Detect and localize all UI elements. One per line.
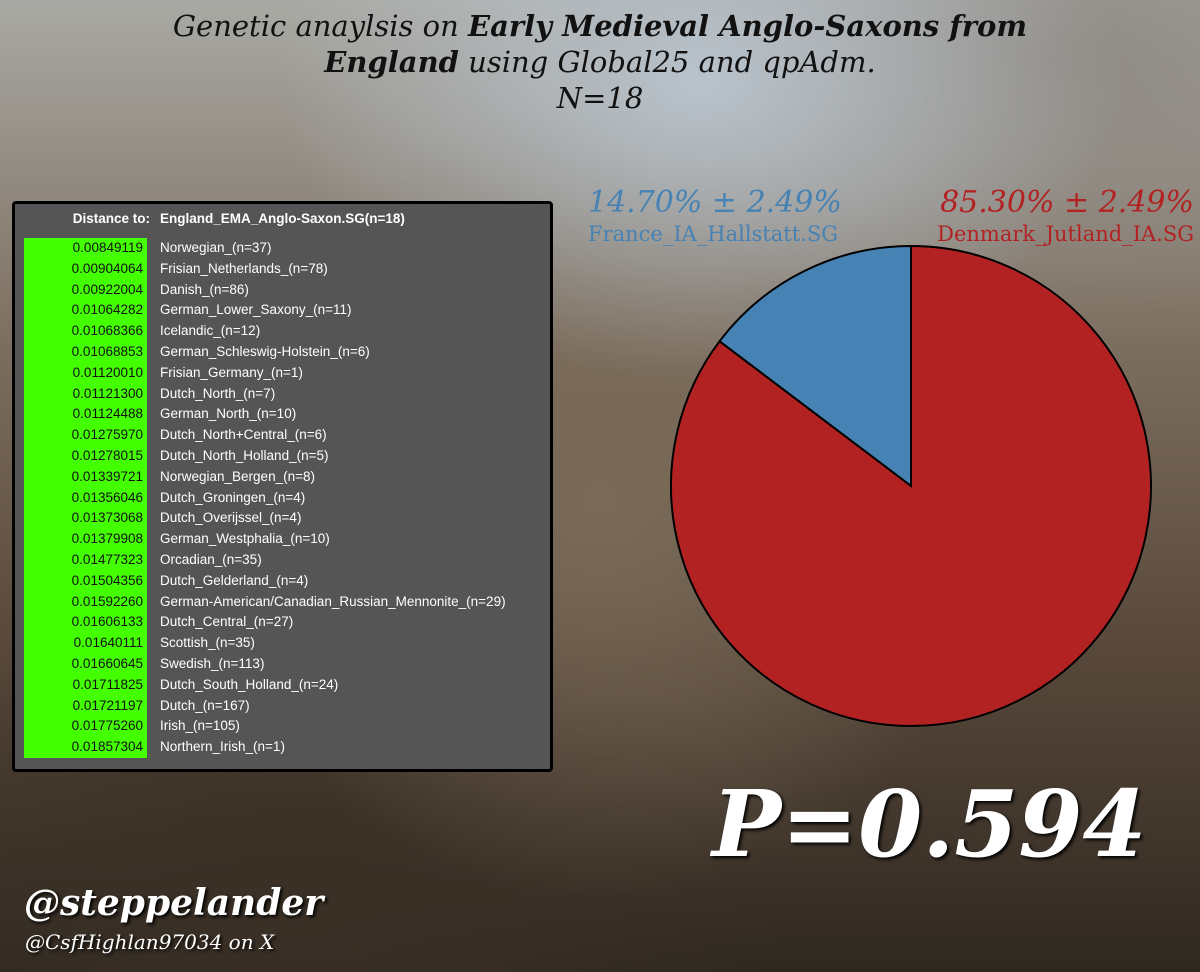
distance-value: 0.01068853 xyxy=(24,341,147,363)
title-line: N=18 xyxy=(100,80,1100,116)
distance-value: 0.01504356 xyxy=(24,570,147,592)
population-name: Frisian_Netherlands_(n=78) xyxy=(160,260,328,276)
distance-value: 0.01356046 xyxy=(24,487,147,509)
population-name: Orcadian_(n=35) xyxy=(160,551,262,567)
distance-value: 0.01121300 xyxy=(24,383,147,405)
population-name: German_North_(n=10) xyxy=(160,406,297,422)
population-name: Dutch_North+Central_(n=6) xyxy=(160,427,327,443)
population-name: Frisian_Germany_(n=1) xyxy=(160,364,303,380)
distance-value: 0.01477323 xyxy=(24,549,147,571)
population-name: Swedish_(n=113) xyxy=(160,655,265,671)
population-name: Dutch_Gelderland_(n=4) xyxy=(160,572,309,588)
population-name: Northern_Irish_(n=1) xyxy=(160,739,285,755)
legend-label: France_IA_Hallstatt.SG xyxy=(588,222,838,246)
distance-value: 0.01278015 xyxy=(24,445,147,467)
distance-value: 0.01379908 xyxy=(24,529,147,550)
population-name: Dutch_Overijssel_(n=4) xyxy=(160,510,302,526)
distance-value: 0.00904064 xyxy=(24,258,147,280)
title-text: using Global25 and qpAdm. xyxy=(468,45,876,79)
distance-value: 0.01640111 xyxy=(24,633,147,654)
population-name: Danish_(n=86) xyxy=(160,281,249,297)
distance-value: 0.01721197 xyxy=(24,695,147,717)
distance-value: 0.01339721 xyxy=(24,466,147,488)
population-name: German_Schleswig-Holstein_(n=6) xyxy=(160,343,370,359)
distance-value: 0.01275970 xyxy=(24,425,147,446)
population-name: Norwegian_Bergen_(n=8) xyxy=(160,468,315,484)
population-name: German_Lower_Saxony_(n=11) xyxy=(160,302,352,318)
title: Genetic anaylsis on Early Medieval Anglo… xyxy=(100,8,1100,116)
distance-table: Distance to: England_EMA_Anglo-Saxon.SG(… xyxy=(12,201,553,772)
distance-value: 0.01660645 xyxy=(24,653,147,675)
population-name: German_Westphalia_(n=10) xyxy=(160,531,330,547)
slice-value-label: 14.70% ± 2.49% xyxy=(588,185,842,220)
distance-value: 0.01775260 xyxy=(24,716,147,738)
table-header: England_EMA_Anglo-Saxon.SG(n=18) xyxy=(160,211,405,226)
handle: @steppelander xyxy=(24,882,324,924)
title-text: Genetic anaylsis on xyxy=(172,9,459,43)
pie-slice xyxy=(718,244,912,489)
population-name: Dutch_South_Holland_(n=24) xyxy=(160,676,339,692)
title-emphasis: Early Medieval Anglo-Saxons from xyxy=(467,9,1028,43)
distance-value: 0.00849119 xyxy=(24,238,147,259)
title-line: Genetic anaylsis on Early Medieval Anglo… xyxy=(100,8,1100,44)
population-name: Scottish_(n=35) xyxy=(160,635,255,651)
population-name: Dutch_Central_(n=27) xyxy=(160,614,294,630)
distance-value: 0.01606133 xyxy=(24,612,147,634)
population-name: Icelandic_(n=12) xyxy=(160,323,261,339)
distance-value: 0.01120010 xyxy=(24,362,147,384)
distance-value: 0.01857304 xyxy=(24,737,147,758)
distance-value: 0.01068366 xyxy=(24,321,147,342)
distance-value: 0.01592260 xyxy=(24,591,147,613)
handle: @CsfHighlan97034 on X xyxy=(25,930,275,954)
population-name: Dutch_Groningen_(n=4) xyxy=(160,489,306,505)
population-name: Dutch_North_Holland_(n=5) xyxy=(160,447,329,463)
distance-value: 0.00922004 xyxy=(24,279,147,301)
slice-value-label: 85.30% ± 2.49% xyxy=(940,185,1194,220)
population-name: Dutch_(n=167) xyxy=(160,697,250,713)
pie-slice xyxy=(670,244,1152,727)
distance-value: 0.01711825 xyxy=(24,674,147,696)
p-value: P=0.594 xyxy=(712,770,1147,878)
distance-value: 0.01373068 xyxy=(24,508,147,530)
sample-size: N=18 xyxy=(556,81,644,115)
title-line: England using Global25 and qpAdm. xyxy=(100,44,1100,80)
legend-label: Denmark_Jutland_IA.SG xyxy=(937,222,1194,246)
population-name: Dutch_North_(n=7) xyxy=(160,385,276,401)
distance-value: 0.01064282 xyxy=(24,300,147,322)
population-name: German-American/Canadian_Russian_Mennoni… xyxy=(160,593,506,609)
distance-value: 0.01124488 xyxy=(24,404,147,426)
title-emphasis: England xyxy=(324,45,459,79)
population-name: Irish_(n=105) xyxy=(160,718,240,734)
table-header: Distance to: xyxy=(72,211,150,226)
population-name: Norwegian_(n=37) xyxy=(160,240,272,255)
